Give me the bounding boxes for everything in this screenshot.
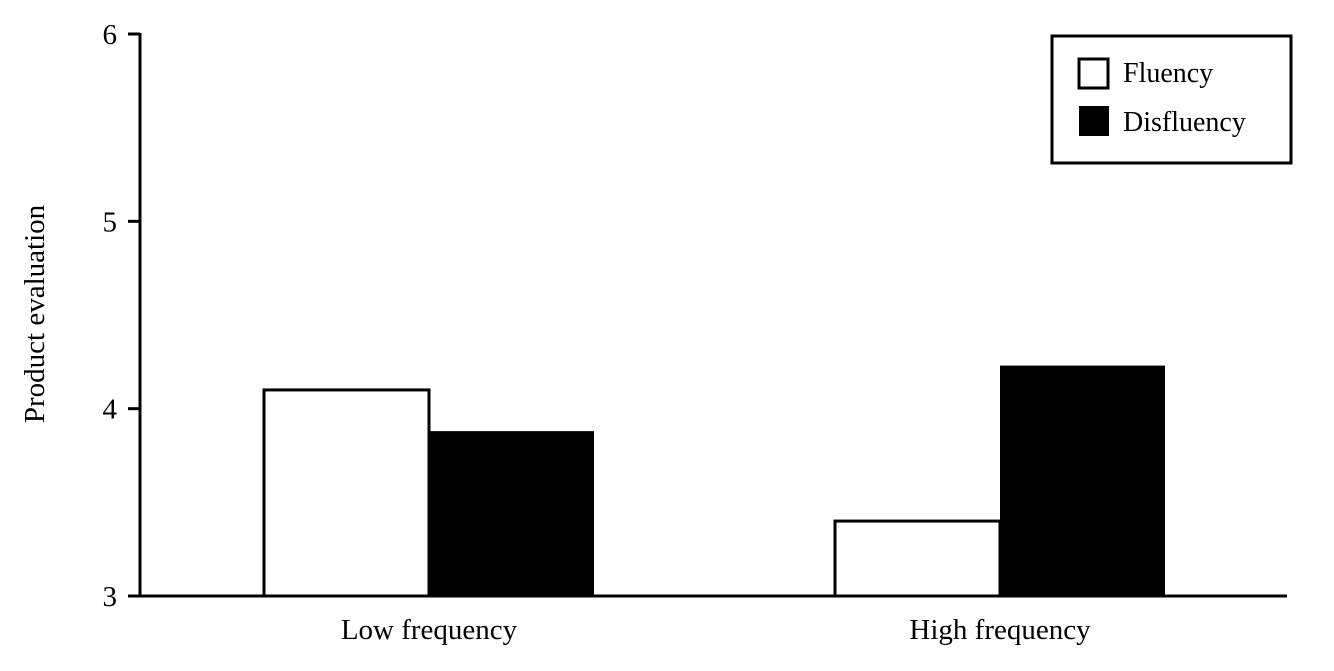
legend-label-fluency: Fluency [1123,58,1213,89]
y-ticks-group: 3 4 5 6 [103,19,140,613]
x-labels-group: Low frequency High frequency [341,614,1091,646]
legend-box [1050,34,1293,165]
legend: Fluency Disfluency [1050,34,1293,165]
legend-swatch-fluency [1077,57,1110,90]
legend-swatch-disfluency [1079,106,1109,136]
legend-label-disfluency: Disfluency [1123,107,1246,138]
y-tick-label: 3 [103,581,118,613]
y-tick-label: 4 [103,394,118,426]
y-tick-label: 5 [103,206,118,238]
bar-fluency-high-frequency [833,519,1002,598]
y-tick-label: 6 [103,19,118,51]
x-category-label: High frequency [909,614,1091,646]
bar-disfluency-high-frequency [1000,365,1165,596]
bars-group [262,365,1165,598]
bar-disfluency-low-frequency [429,431,594,596]
x-category-label: Low frequency [341,614,518,646]
y-axis-label: Product evaluation [19,204,51,423]
bar-fluency-low-frequency [262,388,431,598]
